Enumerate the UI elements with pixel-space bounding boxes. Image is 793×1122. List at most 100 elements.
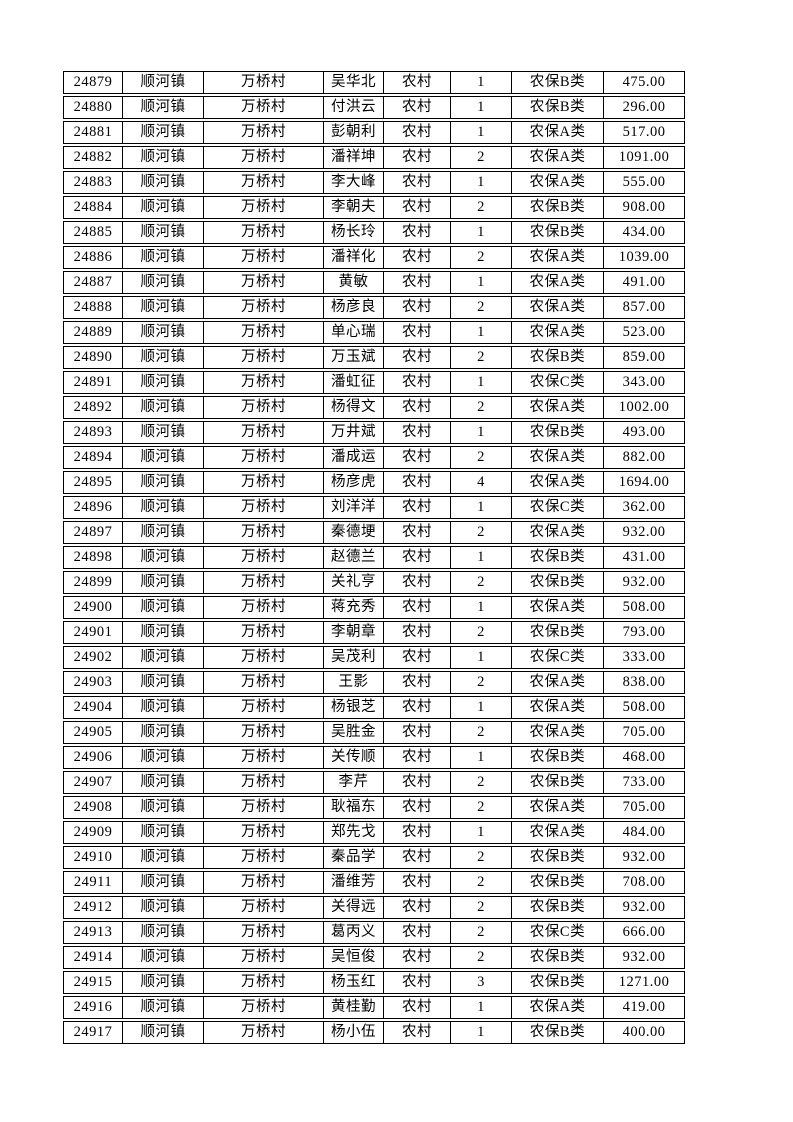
cell-id: 24908 (64, 797, 123, 818)
cell-village: 万桥村 (204, 697, 324, 718)
table-row: 24916 顺河镇 万桥村 黄桂勤 农村 1 农保A类 419.00 (63, 996, 685, 1019)
cell-count: 1 (451, 122, 512, 143)
cell-name: 秦品学 (324, 847, 384, 868)
table-row: 24889 顺河镇 万桥村 单心瑞 农村 1 农保A类 523.00 (63, 321, 685, 344)
cell-count: 2 (451, 447, 512, 468)
table-row: 24896 顺河镇 万桥村 刘洋洋 农村 1 农保C类 362.00 (63, 496, 685, 519)
cell-amount: 508.00 (622, 599, 666, 615)
cell-town: 顺河镇 (123, 972, 204, 993)
cell-count: 2 (451, 297, 512, 318)
cell-count: 1 (451, 222, 512, 243)
cell-village: 万桥村 (204, 947, 324, 968)
cell-name: 关传顺 (324, 747, 384, 768)
cell-count: 1 (451, 597, 512, 618)
cell-id: 24885 (64, 222, 123, 243)
cell-name: 杨银芝 (324, 697, 384, 718)
cell-village: 万桥村 (204, 297, 324, 318)
cell-residence: 农村 (384, 447, 451, 468)
cell-category: 农保B类 (512, 572, 604, 593)
cell-name: 黄桂勤 (324, 997, 384, 1018)
cell-category: 农保B类 (512, 347, 604, 368)
table-row: 24887 顺河镇 万桥村 黄敏 农村 1 农保A类 491.00 (63, 271, 685, 294)
cell-residence: 农村 (384, 722, 451, 743)
cell-residence: 农村 (384, 147, 451, 168)
cell-town: 顺河镇 (123, 322, 204, 343)
cell-town: 顺河镇 (123, 897, 204, 918)
cell-amount: 484.00 (622, 824, 666, 840)
cell-category: 农保A类 (512, 397, 604, 418)
cell-name: 彭朝利 (324, 122, 384, 143)
cell-category: 农保A类 (512, 247, 604, 268)
cell-name: 秦德埂 (324, 522, 384, 543)
cell-count: 2 (451, 722, 512, 743)
cell-count: 1 (451, 72, 512, 93)
cell-town: 顺河镇 (123, 97, 204, 118)
cell-amount: 859.00 (622, 349, 666, 365)
cell-id: 24891 (64, 372, 123, 393)
cell-count: 2 (451, 347, 512, 368)
cell-count: 1 (451, 272, 512, 293)
cell-amount: 793.00 (622, 624, 666, 640)
cell-amount: 705.00 (622, 724, 666, 740)
cell-name: 吴胜金 (324, 722, 384, 743)
cell-name: 李朝章 (324, 622, 384, 643)
cell-amount: 882.00 (622, 449, 666, 465)
table-row: 24901 顺河镇 万桥村 李朝章 农村 2 农保B类 793.00 (63, 621, 685, 644)
cell-residence: 农村 (384, 297, 451, 318)
table-row: 24885 顺河镇 万桥村 杨长玲 农村 1 农保B类 434.00 (63, 221, 685, 244)
cell-category: 农保B类 (512, 897, 604, 918)
table-row: 24913 顺河镇 万桥村 葛丙义 农村 2 农保C类 666.00 (63, 921, 685, 944)
cell-residence: 农村 (384, 822, 451, 843)
cell-id: 24894 (64, 447, 123, 468)
cell-town: 顺河镇 (123, 622, 204, 643)
cell-town: 顺河镇 (123, 572, 204, 593)
cell-count: 2 (451, 197, 512, 218)
cell-name: 关得远 (324, 897, 384, 918)
cell-name: 王影 (324, 672, 384, 693)
cell-village: 万桥村 (204, 97, 324, 118)
cell-village: 万桥村 (204, 597, 324, 618)
cell-town: 顺河镇 (123, 597, 204, 618)
table-row: 24882 顺河镇 万桥村 潘祥坤 农村 2 农保A类 1091.00 (63, 146, 685, 169)
cell-category: 农保A类 (512, 172, 604, 193)
cell-id: 24881 (64, 122, 123, 143)
cell-residence: 农村 (384, 772, 451, 793)
cell-category: 农保C类 (512, 647, 604, 668)
cell-category: 农保A类 (512, 997, 604, 1018)
cell-town: 顺河镇 (123, 1022, 204, 1043)
cell-amount: 1694.00 (618, 474, 670, 490)
cell-residence: 农村 (384, 322, 451, 343)
cell-town: 顺河镇 (123, 672, 204, 693)
roster-table: 24879 顺河镇 万桥村 吴华北 农村 1 农保B类 475.00 24880 顺河镇 万桥村 付洪… (63, 71, 685, 1046)
cell-amount: 932.00 (622, 849, 666, 865)
cell-id: 24910 (64, 847, 123, 868)
cell-count: 1 (451, 97, 512, 118)
table-row: 24884 顺河镇 万桥村 李朝夫 农村 2 农保B类 908.00 (63, 196, 685, 219)
table-row: 24898 顺河镇 万桥村 赵德兰 农村 1 农保B类 431.00 (63, 546, 685, 569)
cell-category: 农保B类 (512, 872, 604, 893)
table-row: 24880 顺河镇 万桥村 付洪云 农村 1 农保B类 296.00 (63, 96, 685, 119)
cell-id: 24893 (64, 422, 123, 443)
cell-town: 顺河镇 (123, 547, 204, 568)
cell-village: 万桥村 (204, 522, 324, 543)
cell-count: 1 (451, 497, 512, 518)
cell-town: 顺河镇 (123, 447, 204, 468)
cell-name: 万玉斌 (324, 347, 384, 368)
cell-residence: 农村 (384, 647, 451, 668)
cell-village: 万桥村 (204, 647, 324, 668)
cell-amount: 468.00 (622, 749, 666, 765)
cell-amount: 362.00 (622, 499, 666, 515)
cell-village: 万桥村 (204, 497, 324, 518)
cell-village: 万桥村 (204, 372, 324, 393)
cell-id: 24905 (64, 722, 123, 743)
cell-town: 顺河镇 (123, 472, 204, 493)
cell-category: 农保A类 (512, 522, 604, 543)
cell-town: 顺河镇 (123, 422, 204, 443)
cell-residence: 农村 (384, 72, 451, 93)
cell-category: 农保A类 (512, 797, 604, 818)
cell-town: 顺河镇 (123, 347, 204, 368)
cell-category: 农保A类 (512, 122, 604, 143)
table-row: 24917 顺河镇 万桥村 杨小伍 农村 1 农保B类 400.00 (63, 1021, 685, 1044)
cell-count: 1 (451, 747, 512, 768)
